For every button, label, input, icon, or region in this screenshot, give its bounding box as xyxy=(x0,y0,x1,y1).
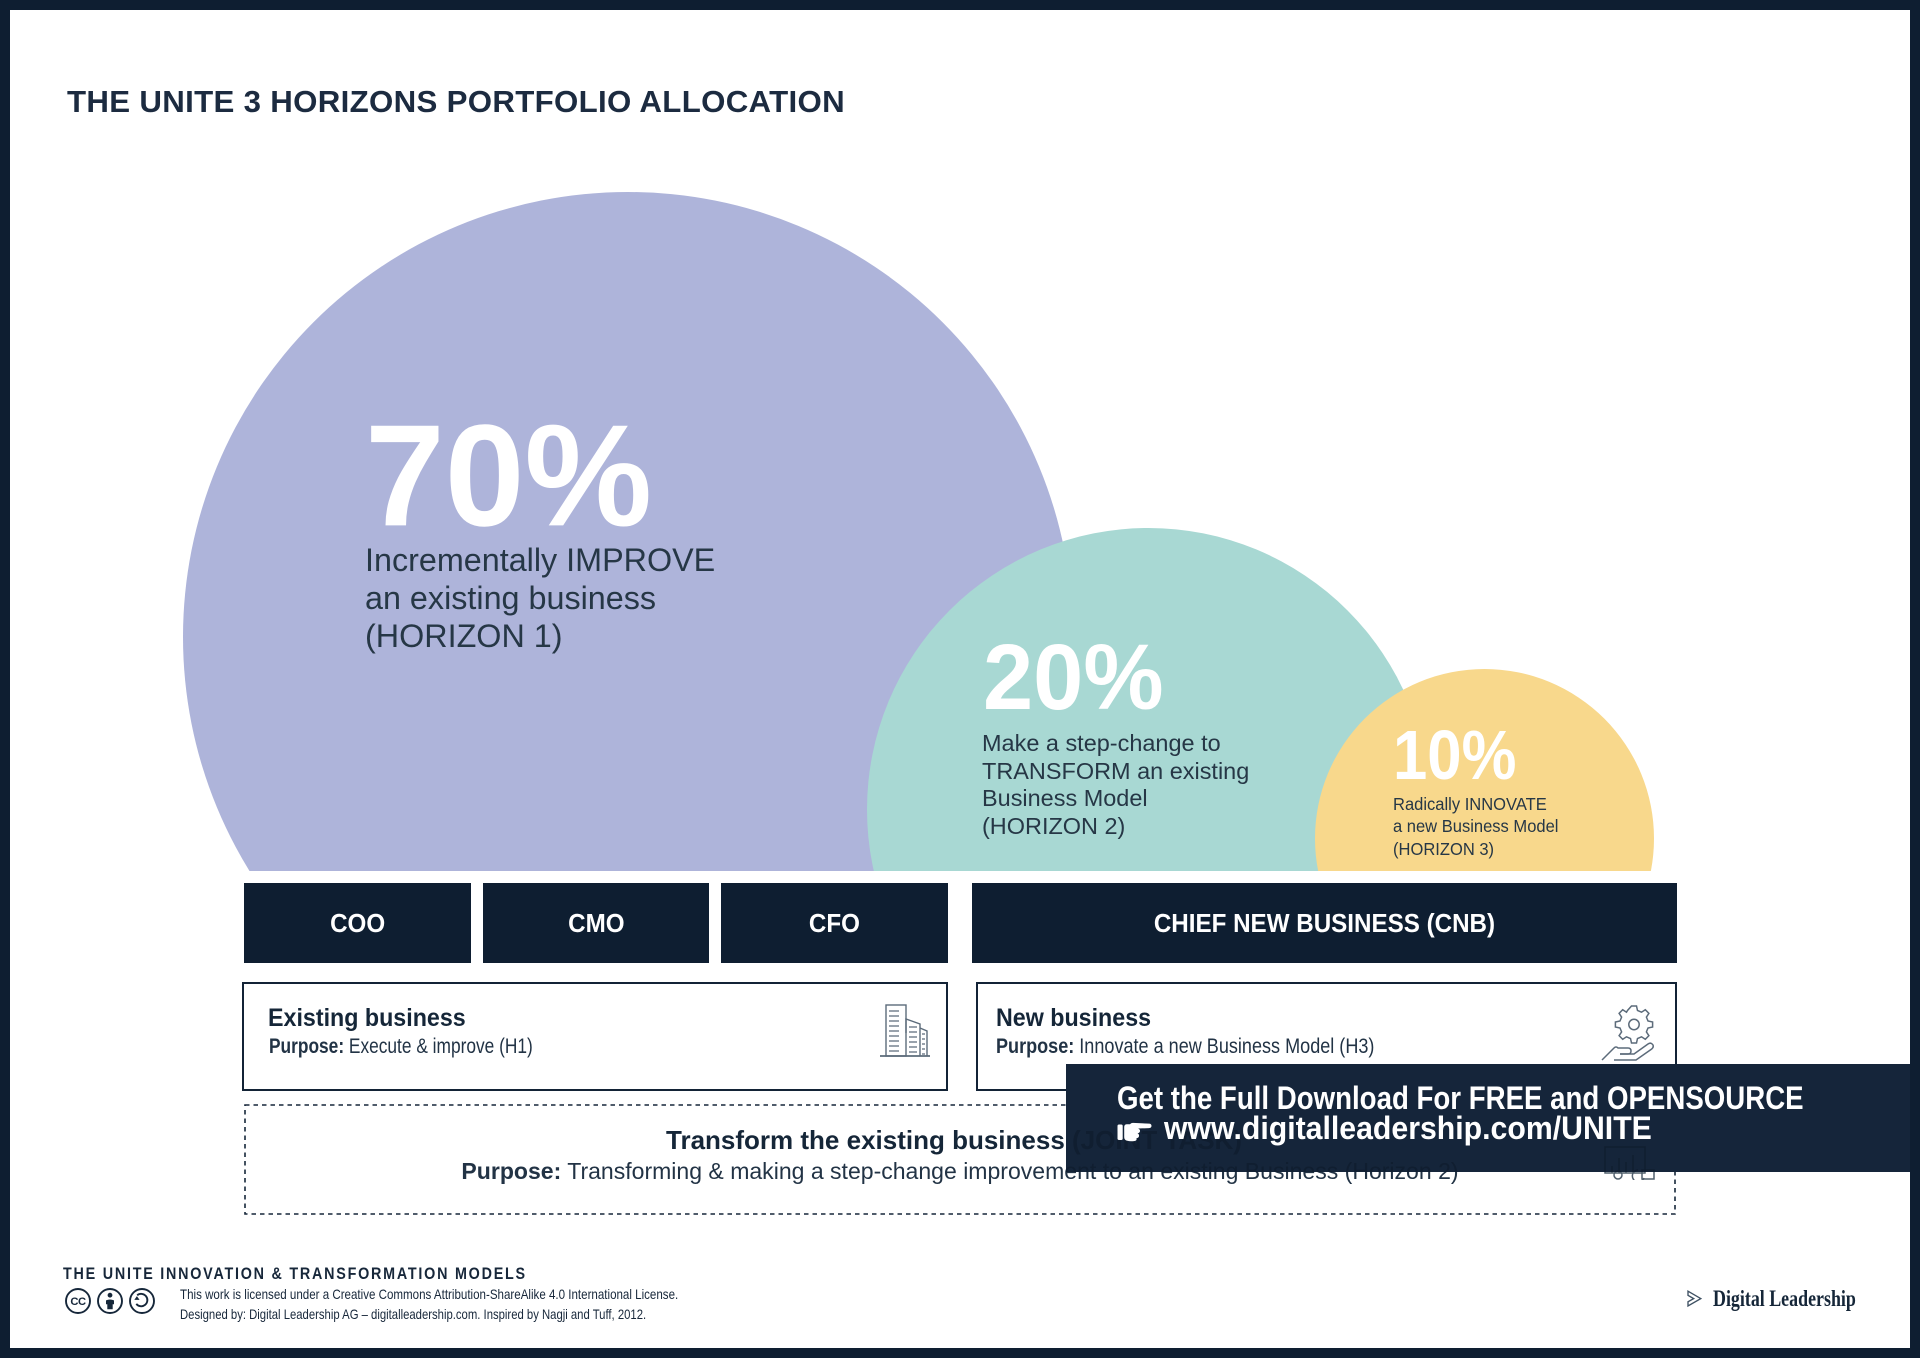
svg-text:CC: CC xyxy=(70,1296,86,1308)
